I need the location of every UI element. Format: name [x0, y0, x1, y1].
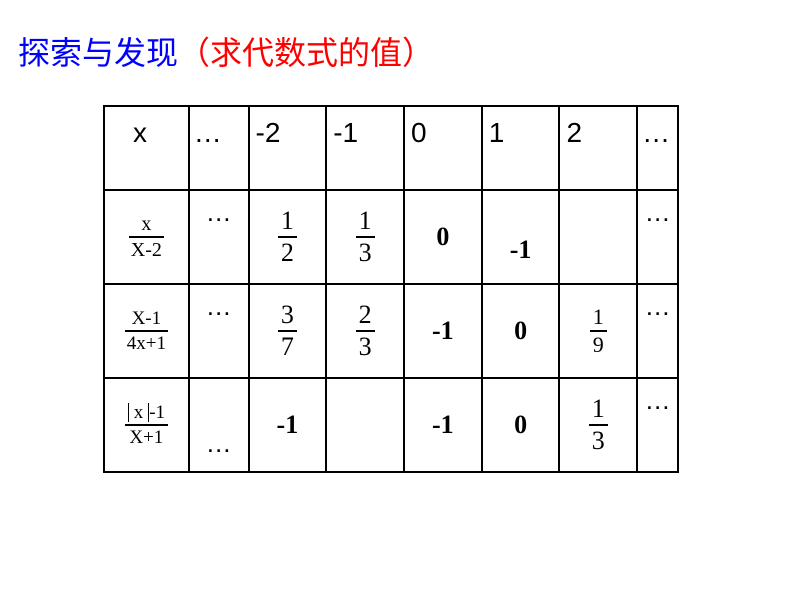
header-x-label: x	[105, 107, 190, 189]
table-cell: 13	[327, 191, 405, 283]
table-cell: 12	[250, 191, 328, 283]
fraction-icon: 13	[589, 396, 608, 454]
table-row: X-1 4x+1 … 37 23 -1 0 19 …	[105, 285, 679, 379]
title-part2: （求代数式的值）	[178, 35, 434, 71]
header-cell: …	[190, 107, 250, 189]
header-cell: -2	[250, 107, 328, 189]
page-title: 探索与发现（求代数式的值）	[18, 28, 434, 74]
table-cell: 0	[483, 379, 561, 471]
table-cell: 23	[327, 285, 405, 377]
table-cell: 0	[483, 285, 561, 377]
table-cell: …	[638, 285, 679, 377]
table-cell: …	[190, 285, 250, 377]
table-cell: -1	[483, 191, 561, 283]
header-cell: …	[638, 107, 679, 189]
fraction-icon: 12	[278, 208, 297, 266]
header-cell: 1	[483, 107, 561, 189]
fraction-icon: x-1 X+1	[125, 403, 168, 447]
row-expression: x-1 X+1	[105, 379, 190, 471]
fraction-icon: X-1 4x+1	[125, 309, 168, 353]
table-cell: 13	[560, 379, 638, 471]
fraction-icon: 23	[356, 302, 375, 360]
fraction-icon: 37	[278, 302, 297, 360]
header-cell: -1	[327, 107, 405, 189]
header-cell: 2	[560, 107, 638, 189]
table-cell: …	[638, 379, 679, 471]
table-cell: 19	[560, 285, 638, 377]
table-cell: …	[190, 191, 250, 283]
table-cell: …	[190, 379, 250, 471]
table-cell: 37	[250, 285, 328, 377]
fraction-icon: 19	[590, 306, 607, 356]
value-table: x … -2 -1 0 1 2 … x X-2 … 12 13 0 -1 …	[103, 105, 679, 473]
table-cell: 0	[405, 191, 483, 283]
row-expression: x X-2	[105, 191, 190, 283]
fraction-icon: x X-2	[129, 214, 164, 260]
table-row: x-1 X+1 … -1 -1 0 13 …	[105, 379, 679, 471]
title-part1: 探索与发现	[18, 35, 178, 71]
table-cell	[560, 191, 638, 283]
table-cell: -1	[250, 379, 328, 471]
fraction-icon: 13	[356, 208, 375, 266]
table-cell: -1	[405, 285, 483, 377]
header-cell: 0	[405, 107, 483, 189]
table-header-row: x … -2 -1 0 1 2 …	[105, 107, 679, 191]
table-cell	[327, 379, 405, 471]
table-row: x X-2 … 12 13 0 -1 …	[105, 191, 679, 285]
table-cell: -1	[405, 379, 483, 471]
abs-icon: x	[128, 403, 150, 422]
table-cell: …	[638, 191, 679, 283]
row-expression: X-1 4x+1	[105, 285, 190, 377]
